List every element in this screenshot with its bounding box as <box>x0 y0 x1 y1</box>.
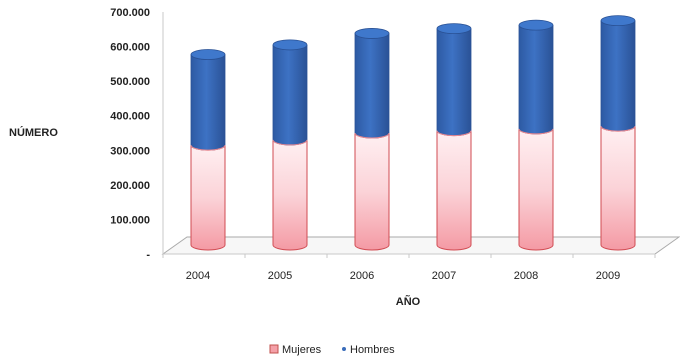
legend: Mujeres Hombres <box>269 344 395 356</box>
x-tick-label: 2006 <box>350 270 374 282</box>
legend-marker-hombres <box>342 347 346 351</box>
bar-mujeres-2004 <box>190 144 226 251</box>
x-tick-label: 2004 <box>186 270 210 282</box>
bar-seam-2007 <box>436 130 472 137</box>
bar-mujeres-2006 <box>354 132 390 251</box>
x-tick-label: 2005 <box>268 270 292 282</box>
bar-hombres-2005 <box>272 44 308 146</box>
y-tick-label: 500.000 <box>110 76 150 88</box>
bar-mujeres-2007 <box>436 130 472 251</box>
y-axis-title: NÚMERO <box>9 126 58 139</box>
bar-seam-2009 <box>600 125 636 132</box>
legend-swatch-mujeres <box>269 344 279 354</box>
y-tick-label: 100.000 <box>110 214 150 226</box>
bar-hombres-2009 <box>600 20 636 132</box>
y-tick-label: 200.000 <box>110 180 150 192</box>
legend-label-hombres: Hombres <box>350 344 395 356</box>
bars <box>190 15 636 251</box>
bar-seam-2004 <box>190 144 226 151</box>
y-tick-label: 400.000 <box>110 111 150 123</box>
bar-seam-2006 <box>354 132 390 139</box>
y-tick-label: 600.000 <box>110 42 150 54</box>
x-tick-labels: 2004 2005 2006 2007 2008 2009 <box>162 254 656 282</box>
x-tick-label: 2009 <box>596 270 620 282</box>
bar-mujeres-2009 <box>600 125 636 251</box>
bar-seam-2005 <box>272 139 308 146</box>
x-axis-title: AÑO <box>396 295 421 308</box>
bar-seam-2008 <box>518 128 554 135</box>
y-tick-label: 700.000 <box>110 7 150 19</box>
y-tick-label: 300.000 <box>110 145 150 157</box>
bar-top-cap-2007 <box>436 23 472 34</box>
bar-top-cap-2005 <box>272 39 308 51</box>
bar-hombres-2007 <box>436 28 472 136</box>
legend-label-mujeres: Mujeres <box>282 344 322 356</box>
bar-top-cap-2008 <box>518 19 554 31</box>
bar-hombres-2004 <box>190 54 226 151</box>
bar-mujeres-2005 <box>272 139 308 251</box>
x-tick-label: 2007 <box>432 270 456 282</box>
bar-mujeres-2008 <box>518 128 554 251</box>
bar-top-cap-2004 <box>190 49 226 60</box>
y-tick-labels: - 100.000 200.000 300.000 400.000 500.000 600.… <box>110 7 150 261</box>
bar-hombres-2008 <box>518 25 554 135</box>
bar-hombres-2006 <box>354 33 390 139</box>
x-tick-label: 2008 <box>514 270 538 282</box>
bar-top-cap-2006 <box>354 28 390 39</box>
bar-top-cap-2009 <box>600 15 636 27</box>
y-tick-label: - <box>146 249 150 261</box>
